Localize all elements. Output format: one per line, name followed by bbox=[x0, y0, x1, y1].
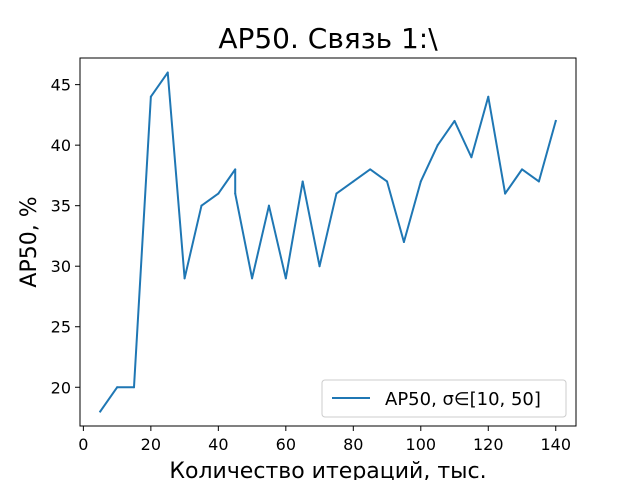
legend-box bbox=[321, 379, 567, 418]
data-point bbox=[251, 277, 254, 280]
data-point bbox=[149, 95, 152, 98]
x-tick-label: 0 bbox=[78, 435, 88, 454]
plot-background bbox=[80, 58, 576, 426]
data-point bbox=[470, 156, 473, 159]
y-axis: 20 25 30 35 40 45 bbox=[51, 76, 80, 397]
data-point bbox=[335, 192, 338, 195]
plot-area bbox=[80, 58, 576, 426]
data-point bbox=[369, 168, 372, 171]
x-tick-label: 40 bbox=[208, 435, 228, 454]
y-axis-label: AP50, % bbox=[17, 196, 42, 287]
data-point bbox=[453, 119, 456, 122]
y-tick-label: 35 bbox=[51, 197, 71, 216]
x-axis: 0 20 40 60 80 100 120 140 bbox=[78, 426, 571, 454]
y-tick-label: 45 bbox=[51, 76, 71, 95]
y-tick-label: 30 bbox=[51, 257, 71, 276]
data-point bbox=[386, 180, 389, 183]
data-point bbox=[402, 241, 405, 243]
data-point bbox=[166, 71, 169, 74]
x-tick-label: 100 bbox=[406, 435, 437, 454]
data-point bbox=[487, 95, 490, 98]
y-tick-label: 20 bbox=[51, 378, 71, 397]
data-point bbox=[504, 192, 507, 195]
data-point bbox=[521, 168, 524, 171]
data-point bbox=[234, 168, 237, 171]
data-point bbox=[132, 386, 135, 389]
data-point bbox=[554, 119, 557, 122]
data-point bbox=[419, 180, 422, 183]
x-tick-label: 20 bbox=[141, 435, 161, 454]
data-point bbox=[217, 192, 220, 195]
data-point bbox=[234, 192, 237, 195]
legend: AP50, σ∈[10, 50] bbox=[321, 379, 567, 418]
series-layer bbox=[98, 71, 557, 413]
data-point bbox=[267, 204, 270, 207]
data-point bbox=[183, 277, 186, 280]
data-point bbox=[436, 144, 439, 147]
plot-frame bbox=[79, 57, 577, 427]
x-tick-label: 140 bbox=[540, 435, 571, 454]
data-point bbox=[116, 386, 119, 389]
data-point bbox=[200, 204, 203, 207]
data-point bbox=[537, 180, 540, 183]
data-point bbox=[99, 410, 102, 413]
legend-label: AP50, σ∈[10, 50] bbox=[385, 389, 541, 410]
y-tick-label: 40 bbox=[51, 136, 71, 155]
y-tick-label: 25 bbox=[51, 318, 71, 337]
x-axis-label: Количество итераций, тыс. bbox=[169, 459, 486, 480]
x-tick-label: 80 bbox=[343, 435, 363, 454]
data-point bbox=[318, 265, 321, 268]
data-point bbox=[301, 180, 304, 183]
data-point bbox=[352, 180, 355, 183]
x-tick-label: 60 bbox=[276, 435, 296, 454]
chart-title: AP50. Связь 1:\ bbox=[218, 22, 438, 55]
x-tick-label: 120 bbox=[473, 435, 504, 454]
data-point bbox=[284, 277, 287, 280]
